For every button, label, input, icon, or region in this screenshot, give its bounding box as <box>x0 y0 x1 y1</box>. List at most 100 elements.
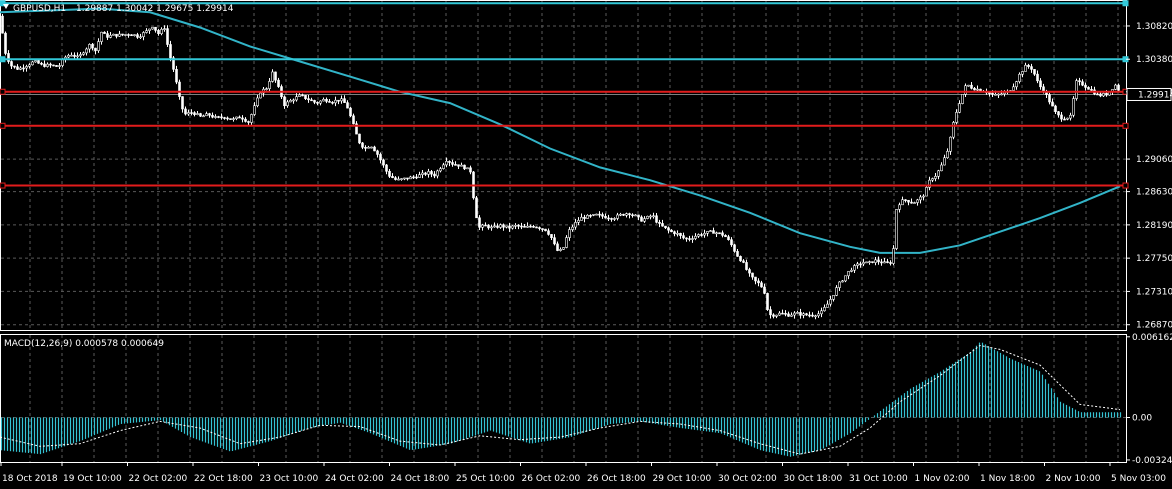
price-tick-label: 1.28630 <box>1136 188 1172 198</box>
candle-body <box>1078 80 1081 83</box>
candle <box>580 213 583 221</box>
candle-body <box>214 116 217 118</box>
candle-body <box>274 71 277 81</box>
candle-body <box>715 232 718 235</box>
candle <box>814 314 817 320</box>
candle <box>691 235 694 243</box>
candle-body <box>676 233 679 235</box>
candle <box>1039 78 1042 90</box>
candle-body <box>142 32 145 38</box>
candle-body <box>499 224 502 228</box>
candle-body <box>529 225 532 228</box>
candle-body <box>127 34 130 36</box>
candle <box>667 226 670 234</box>
candle <box>208 112 211 118</box>
triangle-down-icon[interactable] <box>3 4 9 9</box>
candle <box>385 164 388 175</box>
candle-body <box>286 101 289 107</box>
candle-body <box>847 271 850 277</box>
candle-body <box>1024 64 1027 72</box>
candle-body <box>835 287 838 296</box>
candle-body <box>307 98 310 101</box>
candle <box>763 283 766 295</box>
candle-body <box>817 313 820 317</box>
candle <box>727 234 730 241</box>
candle-body <box>775 314 778 317</box>
candle <box>976 85 979 92</box>
candle <box>601 212 604 219</box>
candle <box>790 312 793 317</box>
candle-body <box>358 133 361 144</box>
candle <box>1075 78 1078 101</box>
candle-body <box>184 108 187 115</box>
candle-body <box>739 256 742 262</box>
candle-body <box>736 251 739 257</box>
candle <box>523 224 526 228</box>
candle <box>256 94 259 108</box>
candle-body <box>871 261 874 263</box>
candle-body <box>1021 71 1024 75</box>
candle <box>322 97 325 102</box>
candle <box>682 232 685 240</box>
macd-axis: 0.006162 0.00 -0.003243 <box>1126 333 1172 466</box>
time-tick-label: 26 Oct 02:00 <box>522 474 581 484</box>
candle <box>754 276 757 285</box>
candle <box>967 84 970 87</box>
level-anchor-left <box>0 56 6 63</box>
candle-body <box>823 307 826 312</box>
candle-body <box>586 214 589 219</box>
candle-body <box>727 236 730 240</box>
candle <box>115 33 118 39</box>
candle <box>931 177 934 183</box>
candle-body <box>955 112 958 123</box>
candle-body <box>1063 118 1066 121</box>
candle-body <box>454 164 457 166</box>
candle-body <box>517 224 520 227</box>
candle-body <box>538 227 541 229</box>
candle <box>1090 86 1093 92</box>
candle <box>526 222 529 228</box>
candle <box>16 64 19 70</box>
candle-body <box>361 142 364 148</box>
candle <box>673 230 676 237</box>
candle <box>55 65 58 67</box>
candle-body <box>97 41 100 51</box>
time-tick-label: 5 Nov 03:00 <box>1111 474 1166 484</box>
candle <box>220 113 223 120</box>
macd-label: MACD(12,26,9) 0.000578 0.000649 <box>4 339 164 349</box>
candle <box>1036 70 1039 84</box>
horizontal-levels[interactable] <box>0 0 1129 189</box>
candle <box>100 31 103 45</box>
candle <box>142 31 145 41</box>
candle <box>334 96 337 107</box>
candle <box>331 101 334 105</box>
candle <box>379 152 382 164</box>
candle-body <box>31 61 34 66</box>
candle-body <box>451 162 454 165</box>
candle-body <box>205 113 208 117</box>
candle-body <box>511 225 514 229</box>
candle-body <box>325 99 328 102</box>
candle-body <box>445 161 448 166</box>
candle <box>1081 79 1084 87</box>
candle-body <box>496 225 499 228</box>
candle <box>730 237 733 247</box>
candle <box>487 224 490 230</box>
candle-body <box>94 47 97 51</box>
candle <box>1060 111 1063 122</box>
candle-body <box>475 197 478 219</box>
candle-body <box>34 60 37 63</box>
candle <box>382 158 385 168</box>
candle <box>637 214 640 221</box>
candle <box>85 47 88 56</box>
candle <box>361 141 364 150</box>
candle-body <box>952 122 955 138</box>
candle-body <box>862 262 865 265</box>
candle-body <box>535 226 538 229</box>
candle <box>112 33 115 36</box>
candle-body <box>607 217 610 220</box>
candle <box>403 177 406 181</box>
candle <box>664 225 667 230</box>
candle-body <box>148 28 151 31</box>
